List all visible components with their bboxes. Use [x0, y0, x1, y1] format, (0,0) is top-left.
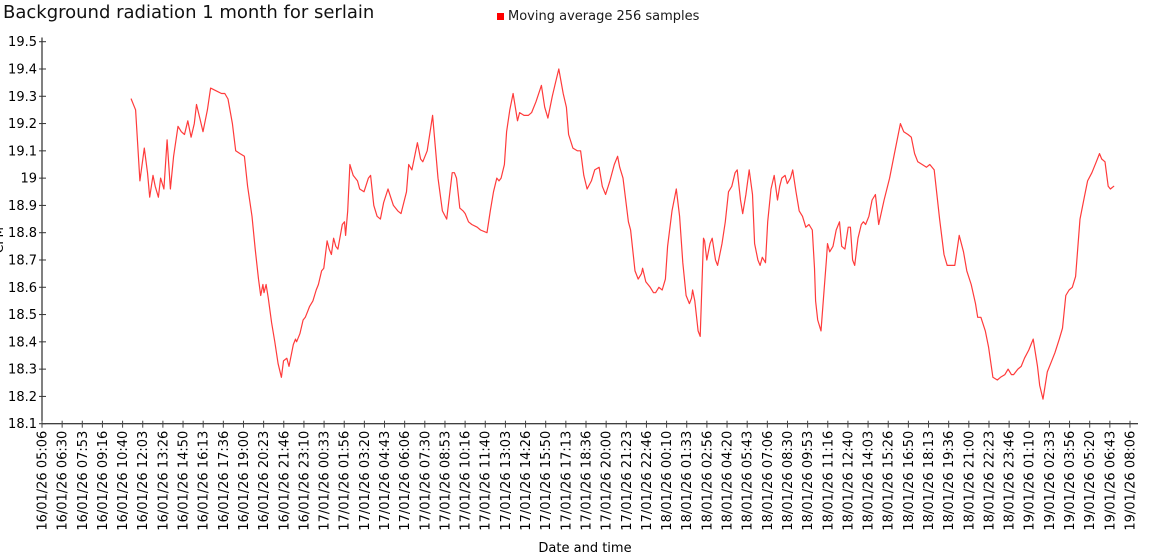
x-tick-label: 17/01/26 13:03 [499, 431, 514, 531]
x-tick-label: 17/01/26 00:33 [318, 431, 333, 531]
x-tick-label: 16/01/26 10:40 [116, 431, 131, 531]
x-tick-label: 16/01/26 21:46 [277, 431, 292, 531]
x-tick-label: 16/01/26 06:30 [56, 431, 71, 531]
x-tick-label: 18/01/26 19:36 [942, 431, 957, 531]
y-tick-label: 19.1 [8, 144, 37, 159]
x-tick-label: 17/01/26 22:46 [640, 431, 655, 531]
x-tick-label: 18/01/26 16:50 [902, 431, 917, 531]
x-tick-label: 17/01/26 07:30 [418, 431, 433, 531]
x-tick-label: 18/01/26 18:13 [922, 431, 937, 531]
y-tick-label: 18.4 [8, 335, 37, 350]
x-tick-label: 19/01/26 03:56 [1063, 431, 1078, 531]
x-tick-label: 17/01/26 14:26 [519, 431, 534, 531]
x-tick-label: 17/01/26 11:40 [479, 431, 494, 531]
x-tick-label: 18/01/26 04:20 [721, 431, 736, 531]
x-tick-label: 18/01/26 14:03 [862, 431, 877, 531]
x-tick-label: 16/01/26 09:16 [96, 431, 111, 531]
x-tick-label: 18/01/26 11:16 [821, 431, 836, 531]
x-tick-label: 19/01/26 08:06 [1124, 431, 1139, 531]
x-tick-label: 19/01/26 01:10 [1023, 431, 1038, 531]
x-tick-label: 16/01/26 07:53 [76, 431, 91, 531]
y-tick-label: 19 [20, 172, 37, 187]
x-tick-label: 16/01/26 05:06 [36, 431, 51, 531]
x-tick-label: 17/01/26 10:16 [459, 431, 474, 531]
axis-lines [41, 37, 1138, 425]
x-tick-label: 17/01/26 06:06 [398, 431, 413, 531]
x-tick-label: 16/01/26 13:26 [156, 431, 171, 531]
x-tick-label: 16/01/26 17:36 [217, 431, 232, 531]
y-tick-label: 18.1 [8, 417, 37, 432]
y-tick-label: 19.4 [8, 62, 37, 77]
x-tick-label: 16/01/26 23:10 [297, 431, 312, 531]
x-tick-label: 17/01/26 04:43 [378, 431, 393, 531]
x-tick-label: 18/01/26 12:40 [841, 431, 856, 531]
x-axis-title: Date and time [538, 541, 632, 556]
y-tick-label: 18.2 [8, 390, 37, 405]
x-tick-label: 17/01/26 21:23 [620, 431, 635, 531]
x-tick-label: 18/01/26 01:33 [680, 431, 695, 531]
y-tick-label: 19.3 [8, 90, 37, 105]
x-tick-label: 17/01/26 18:36 [580, 431, 595, 531]
x-tick-label: 18/01/26 02:56 [700, 431, 715, 531]
x-tick-label: 19/01/26 02:33 [1043, 431, 1058, 531]
y-tick-label: 18.9 [8, 199, 37, 214]
x-tick-label: 17/01/26 17:13 [559, 431, 574, 531]
x-tick-label: 19/01/26 05:20 [1083, 431, 1098, 531]
x-tick-label: 18/01/26 05:43 [741, 431, 756, 531]
y-tick-label: 18.5 [8, 308, 37, 323]
legend-label: Moving average 256 samples [508, 9, 700, 24]
x-tick-label: 17/01/26 20:00 [600, 431, 615, 531]
page-title: Background radiation 1 month for serlain [3, 2, 375, 23]
x-tick-label: 18/01/26 15:26 [882, 431, 897, 531]
y-tick-label: 19.2 [8, 117, 37, 132]
chart-line [130, 68, 1115, 400]
x-tick-label: 17/01/26 15:50 [539, 431, 554, 531]
legend: Moving average 256 samples [497, 9, 699, 24]
x-tick-label: 16/01/26 12:03 [136, 431, 151, 531]
x-tick-label: 17/01/26 01:56 [338, 431, 353, 531]
y-tick-label: 18.3 [8, 363, 37, 378]
x-tick-label: 16/01/26 16:13 [197, 431, 212, 531]
x-tick-label: 18/01/26 22:23 [982, 431, 997, 531]
x-tick-label: 17/01/26 08:53 [438, 431, 453, 531]
x-tick-label: 18/01/26 21:00 [962, 431, 977, 531]
x-tick-label: 18/01/26 09:53 [801, 431, 816, 531]
y-tick-label: 19.5 [8, 35, 37, 50]
y-tick-label: 18.6 [8, 281, 37, 296]
legend-square-icon [497, 13, 504, 20]
x-tick-label: 17/01/26 03:20 [358, 431, 373, 531]
x-tick-label: 16/01/26 20:23 [257, 431, 272, 531]
y-tick-label: 18.7 [8, 253, 37, 268]
x-tick-label: 18/01/26 07:06 [761, 431, 776, 531]
x-tick-label: 19/01/26 06:43 [1103, 431, 1118, 531]
x-tick-label: 18/01/26 23:46 [1003, 431, 1018, 531]
y-tick-label: 18.8 [8, 226, 37, 241]
x-tick-label: 16/01/26 19:00 [237, 431, 252, 531]
x-tick-label: 16/01/26 14:50 [177, 431, 192, 531]
x-tick-label: 18/01/26 00:10 [660, 431, 675, 531]
x-tick-label: 18/01/26 08:30 [781, 431, 796, 531]
